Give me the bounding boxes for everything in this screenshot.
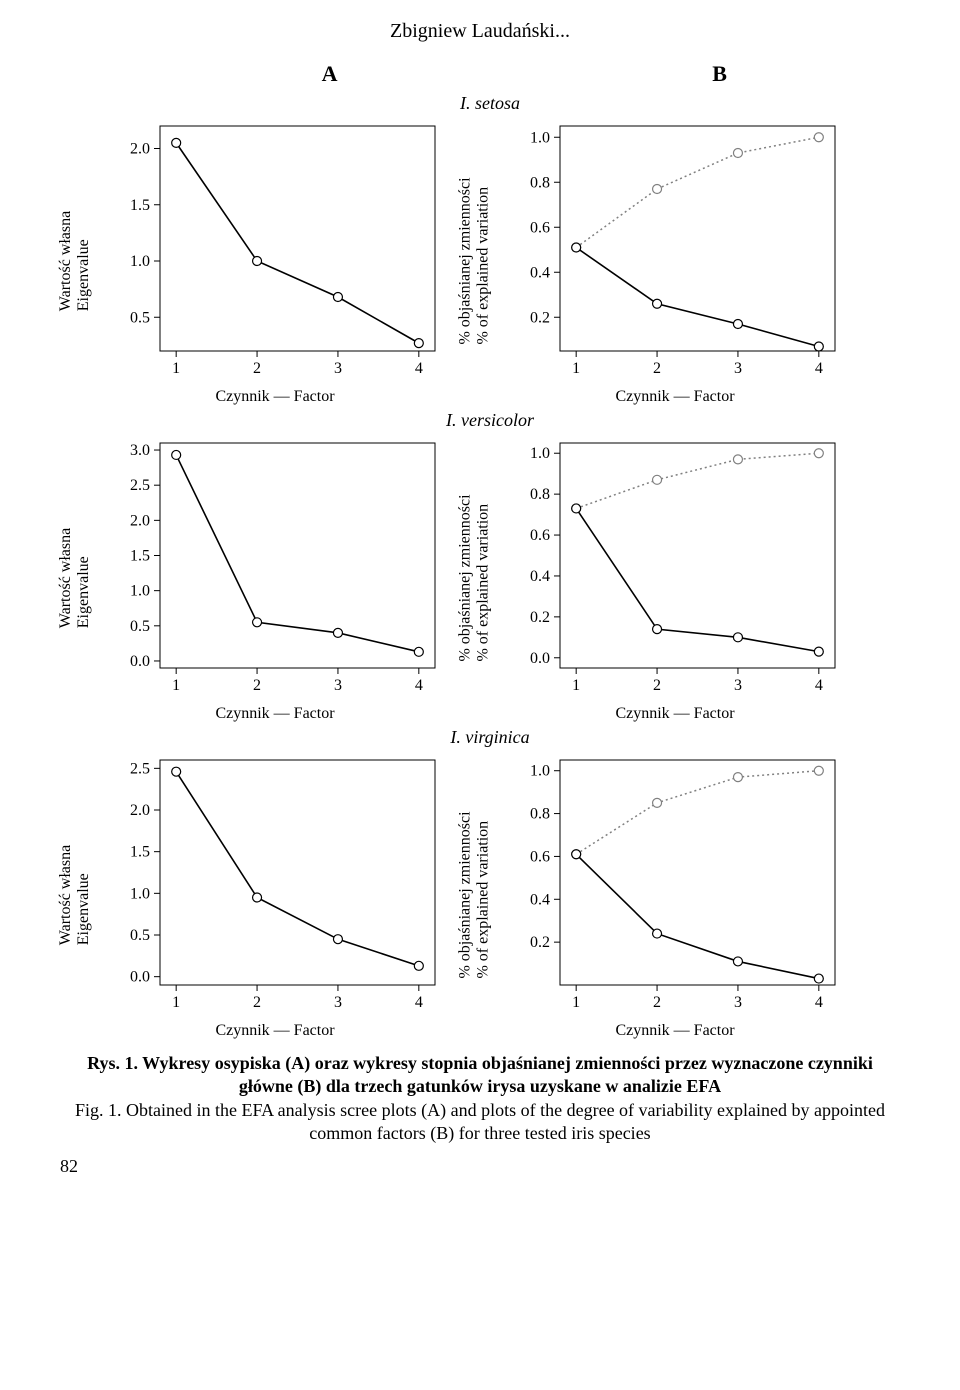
col-header-B: B xyxy=(539,61,900,87)
svg-text:1.0: 1.0 xyxy=(530,129,550,146)
xlabel: Czynnik — Factor xyxy=(615,388,734,406)
svg-text:1.0: 1.0 xyxy=(130,885,150,902)
svg-text:4: 4 xyxy=(815,360,823,377)
svg-text:2: 2 xyxy=(253,994,261,1011)
plot-svg: 0.0 0.5 1.0 1.5 2.0 2.5 3.0 1 2 3 4 xyxy=(105,433,445,703)
page-number: 82 xyxy=(60,1156,900,1177)
svg-text:3: 3 xyxy=(734,994,742,1011)
plot-svg: 0.5 1.0 1.5 2.0 1 2 3 4 xyxy=(105,116,445,386)
svg-text:3: 3 xyxy=(334,994,342,1011)
svg-text:1: 1 xyxy=(172,360,180,377)
svg-text:2.0: 2.0 xyxy=(130,141,150,158)
svg-text:1: 1 xyxy=(172,994,180,1011)
ylabel-A: Wartość własnaEigenvalue xyxy=(57,528,93,628)
species-label: I. versicolor xyxy=(120,410,860,431)
svg-text:2.0: 2.0 xyxy=(130,802,150,819)
svg-text:0.5: 0.5 xyxy=(130,927,150,944)
svg-text:1.5: 1.5 xyxy=(130,548,150,565)
col-header-A: A xyxy=(149,61,510,87)
svg-text:2.5: 2.5 xyxy=(130,477,150,494)
svg-text:0.0: 0.0 xyxy=(530,650,550,667)
svg-text:1.0: 1.0 xyxy=(130,583,150,600)
svg-text:3.0: 3.0 xyxy=(130,442,150,459)
chart-row: Wartość własnaEigenvalue 0.0 0.5 1.0 1.5 2.0 2… xyxy=(60,433,900,723)
column-headers: A B xyxy=(120,61,900,87)
svg-text:0.5: 0.5 xyxy=(130,309,150,326)
svg-text:0.5: 0.5 xyxy=(130,618,150,635)
plot-svg: 0.2 0.4 0.6 0.8 1.0 1 2 3 4 xyxy=(505,116,845,386)
plot-svg: 0.0 0.2 0.4 0.6 0.8 1.0 1 2 3 4 xyxy=(505,433,845,703)
svg-text:0.0: 0.0 xyxy=(130,653,150,670)
ylabel-B: % objaśnianej zmienności% of explained v… xyxy=(457,177,493,344)
svg-text:0.8: 0.8 xyxy=(530,486,550,503)
variance-plot: 0.2 0.4 0.6 0.8 1.0 1 2 3 4 Czynnik — Factor xyxy=(490,750,860,1040)
svg-text:2: 2 xyxy=(253,360,261,377)
svg-text:0.6: 0.6 xyxy=(530,527,550,544)
svg-text:3: 3 xyxy=(734,360,742,377)
svg-text:1: 1 xyxy=(572,677,580,694)
scree-plot: 0.5 1.0 1.5 2.0 1 2 3 4 Czynnik — Factor xyxy=(90,116,460,406)
author-header: Zbigniew Laudański... xyxy=(60,20,900,43)
svg-text:0.8: 0.8 xyxy=(530,174,550,191)
svg-text:3: 3 xyxy=(734,677,742,694)
ylabel-A: Wartość własnaEigenvalue xyxy=(57,845,93,945)
svg-text:1.5: 1.5 xyxy=(130,844,150,861)
ylabel-B: % objaśnianej zmienności% of explained v… xyxy=(457,811,493,978)
svg-text:0.0: 0.0 xyxy=(130,969,150,986)
svg-text:3: 3 xyxy=(334,677,342,694)
svg-text:0.6: 0.6 xyxy=(530,219,550,236)
variance-plot: 0.0 0.2 0.4 0.6 0.8 1.0 1 2 3 4 Czynnik — Factor xyxy=(490,433,860,723)
plot-svg: 0.0 0.5 1.0 1.5 2.0 2.5 1 2 3 4 xyxy=(105,750,445,1020)
svg-text:0.2: 0.2 xyxy=(530,609,550,626)
species-label: I. virginica xyxy=(120,727,860,748)
xlabel: Czynnik — Factor xyxy=(215,388,334,406)
svg-text:1.0: 1.0 xyxy=(130,253,150,270)
svg-text:0.6: 0.6 xyxy=(530,848,550,865)
svg-text:4: 4 xyxy=(415,994,423,1011)
svg-text:2: 2 xyxy=(653,994,661,1011)
svg-text:0.2: 0.2 xyxy=(530,934,550,951)
svg-text:0.2: 0.2 xyxy=(530,309,550,326)
svg-text:1: 1 xyxy=(572,994,580,1011)
svg-text:4: 4 xyxy=(415,360,423,377)
svg-text:0.4: 0.4 xyxy=(530,264,550,281)
figure-caption: Rys. 1. Wykresy osypiska (A) oraz wykres… xyxy=(60,1052,900,1146)
svg-text:3: 3 xyxy=(334,360,342,377)
scree-plot: 0.0 0.5 1.0 1.5 2.0 2.5 1 2 3 4 Czynnik — Factor xyxy=(90,750,460,1040)
ylabel-A: Wartość własnaEigenvalue xyxy=(57,211,93,311)
svg-text:1.0: 1.0 xyxy=(530,445,550,462)
svg-text:1.5: 1.5 xyxy=(130,197,150,214)
svg-text:1: 1 xyxy=(172,677,180,694)
svg-text:2: 2 xyxy=(653,677,661,694)
caption-en: Fig. 1. Obtained in the EFA analysis scr… xyxy=(75,1100,885,1143)
svg-text:2: 2 xyxy=(653,360,661,377)
chart-row: Wartość własnaEigenvalue 0.0 0.5 1.0 1.5 2.0 2… xyxy=(60,750,900,1040)
species-label: I. setosa xyxy=(120,93,860,114)
svg-text:0.8: 0.8 xyxy=(530,806,550,823)
scree-plot: 0.0 0.5 1.0 1.5 2.0 2.5 3.0 1 2 3 4 Czynnik — Facto… xyxy=(90,433,460,723)
svg-text:4: 4 xyxy=(415,677,423,694)
svg-text:2.0: 2.0 xyxy=(130,512,150,529)
ylabel-B: % objaśnianej zmienności% of explained v… xyxy=(457,494,493,661)
svg-text:4: 4 xyxy=(815,994,823,1011)
caption-pl: Rys. 1. Wykresy osypiska (A) oraz wykres… xyxy=(87,1053,873,1096)
chart-row: Wartość własnaEigenvalue 0.5 1.0 1.5 2.0 1 2 3 4… xyxy=(60,116,900,406)
svg-text:0.4: 0.4 xyxy=(530,891,550,908)
variance-plot: 0.2 0.4 0.6 0.8 1.0 1 2 3 4 Czynnik — Factor xyxy=(490,116,860,406)
xlabel: Czynnik — Factor xyxy=(615,705,734,723)
xlabel: Czynnik — Factor xyxy=(215,1022,334,1040)
plot-svg: 0.2 0.4 0.6 0.8 1.0 1 2 3 4 xyxy=(505,750,845,1020)
svg-text:1.0: 1.0 xyxy=(530,763,550,780)
xlabel: Czynnik — Factor xyxy=(215,705,334,723)
xlabel: Czynnik — Factor xyxy=(615,1022,734,1040)
svg-text:2: 2 xyxy=(253,677,261,694)
svg-text:2.5: 2.5 xyxy=(130,760,150,777)
svg-text:1: 1 xyxy=(572,360,580,377)
svg-text:4: 4 xyxy=(815,677,823,694)
svg-text:0.4: 0.4 xyxy=(530,568,550,585)
